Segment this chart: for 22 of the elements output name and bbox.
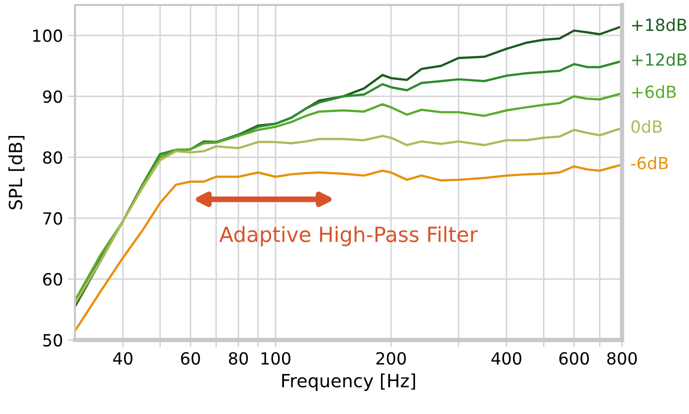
x-axis-title: Frequency [Hz] — [282, 373, 416, 391]
x-tick-label: 80 — [228, 352, 248, 365]
y-tick-label: 50 — [43, 334, 62, 347]
x-tick-label: 800 — [607, 352, 637, 365]
y-tick-label: 100 — [33, 29, 62, 42]
y-tick-label: 90 — [43, 90, 62, 103]
y-tick-label: 70 — [43, 212, 62, 225]
annotation: Adaptive High-Pass Filter — [219, 226, 478, 246]
series-label: 0dB — [631, 120, 662, 133]
y-axis-title: SPL [dB] — [8, 136, 24, 210]
series-label: +6dB — [632, 85, 676, 98]
x-tick-label: 40 — [113, 352, 132, 365]
x-tick-label: 200 — [376, 352, 406, 365]
x-tick-label: 100 — [262, 352, 290, 365]
series-label: +12dB — [632, 52, 686, 66]
x-tick-label: 600 — [559, 352, 589, 365]
series-label: +18dB — [632, 18, 686, 32]
series-label: -6dB — [631, 156, 668, 170]
y-tick-label: 60 — [43, 273, 62, 286]
x-tick-label: 400 — [491, 352, 522, 365]
y-tick-label: 80 — [43, 151, 62, 164]
x-tick-label: 60 — [181, 352, 200, 365]
